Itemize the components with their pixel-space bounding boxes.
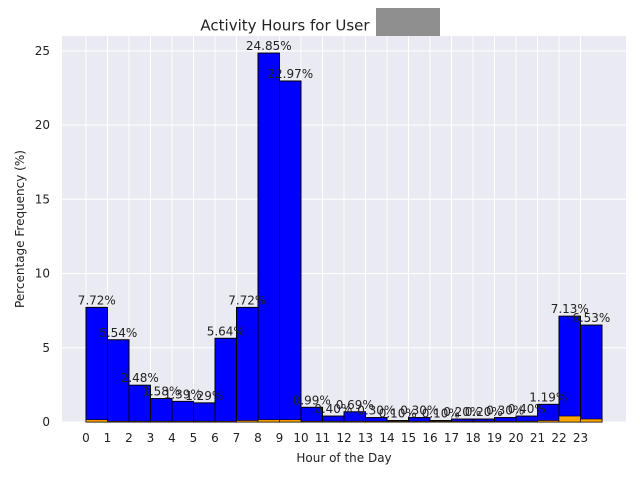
bar	[171, 400, 194, 423]
data-label: 0.99%	[293, 393, 331, 407]
data-label: 0.40%	[508, 402, 546, 416]
data-label: 0.69%	[336, 398, 374, 412]
data-label: 2.48%	[121, 371, 159, 385]
bar-secondary	[365, 420, 388, 423]
x-tick-label: 15	[401, 431, 416, 445]
x-tick-label: 2	[125, 431, 133, 445]
x-axis-label: Hour of the Day	[296, 451, 391, 465]
data-label: 1.29%	[185, 389, 223, 403]
data-label: 5.54%	[99, 326, 137, 340]
x-tick-label: 1	[104, 431, 112, 445]
data-label: 1.19%	[529, 390, 567, 404]
x-tick-label: 8	[254, 431, 262, 445]
x-tick-label: 14	[379, 431, 394, 445]
redacted-username-block	[375, 8, 440, 40]
data-label: 0.10%	[422, 407, 460, 421]
data-label: 0.40%	[314, 402, 352, 416]
bar	[580, 324, 603, 423]
x-tick-label: 4	[168, 431, 176, 445]
data-label: 1.39%	[164, 387, 202, 401]
x-tick-label: 17	[444, 431, 459, 445]
data-label: 0.30%	[486, 404, 524, 418]
y-tick-label: 20	[35, 118, 50, 132]
bar-secondary	[580, 418, 603, 423]
data-label: 0.30%	[400, 404, 438, 418]
data-label: 24.85%	[246, 39, 292, 53]
data-label: 1.58%	[142, 385, 180, 399]
bar	[257, 52, 280, 423]
bar	[279, 80, 302, 423]
x-tick-label: 18	[465, 431, 480, 445]
data-label: 6.53%	[572, 311, 610, 325]
x-tick-label: 16	[422, 431, 437, 445]
bar-secondary	[429, 420, 452, 423]
data-label: 7.72%	[228, 293, 266, 307]
x-tick-label: 20	[508, 431, 523, 445]
bar	[85, 306, 108, 423]
x-tick-label: 0	[82, 431, 90, 445]
bar-secondary	[322, 420, 345, 423]
bar	[193, 402, 216, 423]
x-tick-label: 5	[190, 431, 198, 445]
bar-secondary	[451, 420, 474, 423]
bar-secondary	[515, 420, 538, 423]
bar-secondary	[171, 420, 194, 423]
y-tick-label: 0	[42, 415, 50, 429]
x-tick-label: 13	[358, 431, 373, 445]
y-tick-label: 10	[35, 267, 50, 281]
x-tick-label: 7	[233, 431, 241, 445]
bar-secondary	[300, 420, 323, 423]
bar-secondary	[279, 419, 302, 423]
bar-secondary	[193, 420, 216, 423]
bar-secondary	[494, 420, 517, 423]
bar-secondary	[236, 420, 259, 423]
data-label: 5.64%	[207, 324, 245, 338]
y-tick-label: 25	[35, 44, 50, 58]
bar-secondary	[472, 420, 495, 423]
y-tick-label: 5	[42, 341, 50, 355]
x-tick-label: 22	[551, 431, 566, 445]
x-tick-label: 12	[336, 431, 351, 445]
y-tick-label: 15	[35, 192, 50, 206]
bar-secondary	[85, 419, 108, 423]
y-axis-label: Percentage Frequency (%)	[13, 150, 27, 308]
x-tick-label: 19	[487, 431, 502, 445]
x-tick-label: 3	[147, 431, 155, 445]
x-tick-label: 10	[293, 431, 308, 445]
bar-secondary	[558, 415, 581, 423]
x-tick-label: 11	[315, 431, 330, 445]
x-tick-label: 6	[211, 431, 219, 445]
data-label: 0.20%	[465, 405, 503, 419]
bar-secondary	[537, 420, 560, 423]
bar-secondary	[107, 420, 130, 423]
bar	[150, 398, 173, 423]
bar	[214, 337, 237, 423]
chart-title-row: Activity Hours for User	[0, 8, 640, 42]
bar-secondary	[128, 420, 151, 423]
x-tick-label: 9	[276, 431, 284, 445]
bar	[558, 315, 581, 423]
data-label: 22.97%	[267, 67, 313, 81]
data-label: 0.30%	[357, 404, 395, 418]
x-tick-label: 23	[573, 431, 588, 445]
x-tick-label: 21	[530, 431, 545, 445]
chart-title: Activity Hours for User	[200, 16, 370, 35]
bar-secondary	[150, 420, 173, 423]
bar-secondary	[257, 419, 280, 423]
bar-secondary	[386, 420, 409, 423]
bar-secondary	[343, 420, 366, 423]
bar-secondary	[408, 420, 431, 423]
data-label: 7.72%	[78, 293, 116, 307]
data-label: 7.13%	[551, 302, 589, 316]
data-label: 0.10%	[379, 407, 417, 421]
data-label: 0.20%	[443, 405, 481, 419]
bar-secondary	[214, 420, 237, 423]
